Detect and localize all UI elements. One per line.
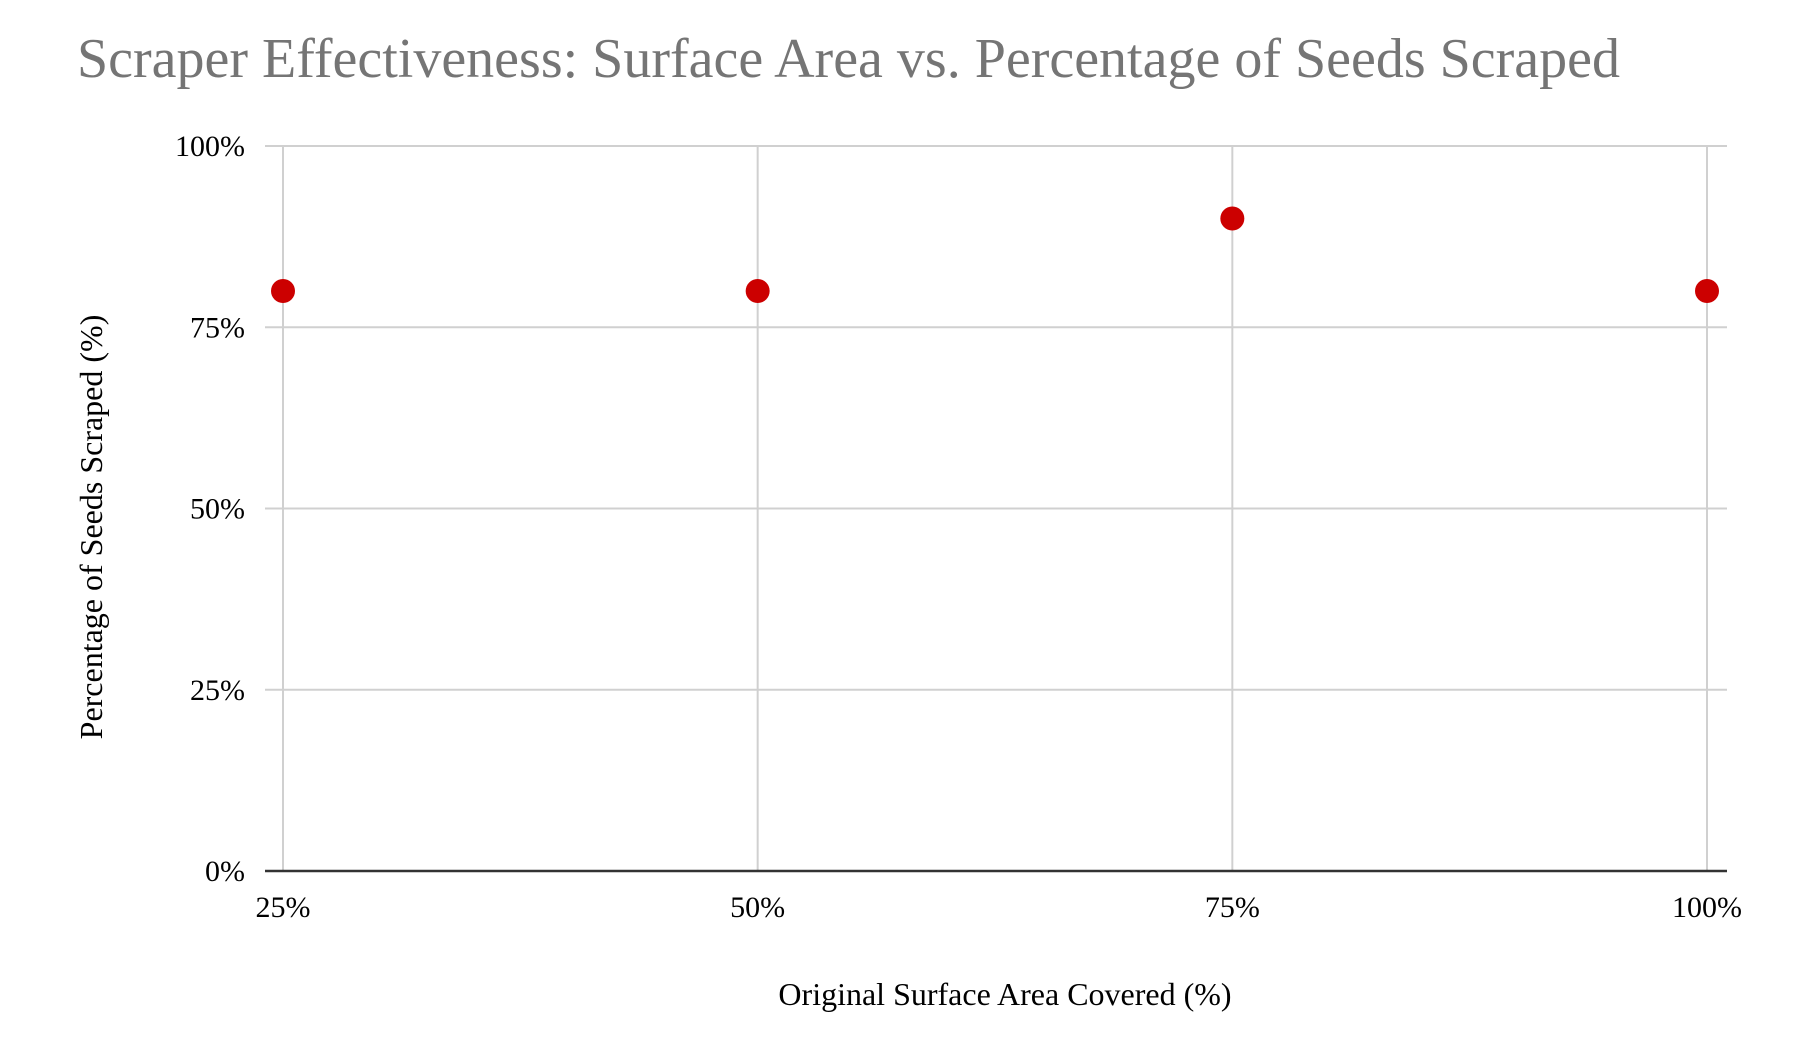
- data-point: [745, 279, 770, 303]
- data-point: [1695, 279, 1719, 303]
- y-axis-label: Percentage of Seeds Scraped (%): [73, 315, 109, 740]
- y-axis-ticks: 0% 25% 50% 75% 100%: [175, 130, 245, 888]
- x-tick-label: 25%: [256, 891, 311, 924]
- x-tick-label: 75%: [1205, 891, 1260, 924]
- x-axis-ticks: 25% 50% 75% 100%: [256, 891, 1743, 924]
- x-tick-label: 50%: [730, 891, 785, 924]
- y-tick-label: 25%: [190, 674, 245, 707]
- y-tick-label: 0%: [205, 855, 245, 888]
- data-point: [271, 279, 295, 303]
- y-tick-label: 50%: [190, 493, 245, 526]
- grid-lines: [265, 145, 1727, 873]
- chart-title: Scraper Effectiveness: Surface Area vs. …: [77, 28, 1620, 90]
- y-tick-label: 100%: [175, 130, 245, 163]
- x-tick-label: 100%: [1672, 891, 1742, 924]
- data-points: [271, 206, 1719, 303]
- y-tick-label: 75%: [190, 311, 245, 344]
- data-point: [1220, 206, 1245, 231]
- x-axis-label: Original Surface Area Covered (%): [778, 976, 1231, 1012]
